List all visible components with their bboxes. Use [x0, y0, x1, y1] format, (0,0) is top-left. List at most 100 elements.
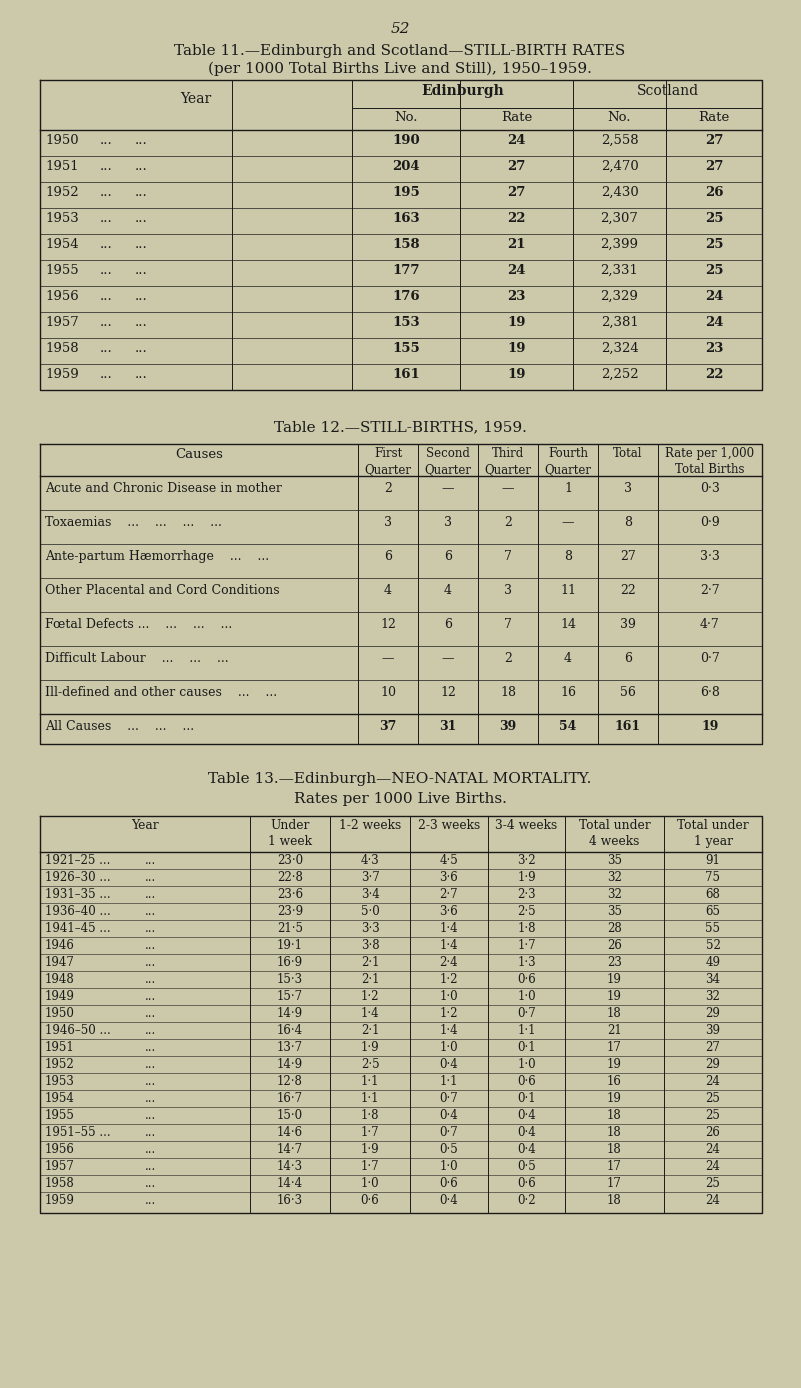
Text: 21: 21	[507, 237, 525, 251]
Text: 2·4: 2·4	[440, 956, 458, 969]
Text: 19: 19	[607, 1092, 622, 1105]
Text: 1·9: 1·9	[360, 1041, 380, 1053]
Text: 23·9: 23·9	[277, 905, 303, 917]
Text: —: —	[562, 516, 574, 529]
Text: 0·6: 0·6	[517, 1177, 536, 1190]
Text: 91: 91	[706, 854, 720, 868]
Text: 25: 25	[705, 212, 723, 225]
Text: 1949: 1949	[45, 990, 74, 1004]
Text: 1936–40 ...: 1936–40 ...	[45, 905, 111, 917]
Text: 153: 153	[392, 316, 420, 329]
Text: 12: 12	[380, 618, 396, 632]
Text: ...: ...	[100, 212, 113, 225]
Text: 1·7: 1·7	[360, 1126, 380, 1140]
Text: 54: 54	[559, 720, 577, 733]
Text: ...: ...	[145, 1058, 156, 1072]
Text: 0·1: 0·1	[517, 1041, 536, 1053]
Text: 8: 8	[624, 516, 632, 529]
Text: 18: 18	[500, 686, 516, 700]
Text: 27: 27	[507, 160, 525, 174]
Text: —: —	[501, 482, 514, 496]
Text: 24: 24	[507, 264, 525, 278]
Text: 19: 19	[702, 720, 718, 733]
Text: 14·9: 14·9	[277, 1008, 303, 1020]
Text: 23: 23	[607, 956, 622, 969]
Text: 1·9: 1·9	[360, 1142, 380, 1156]
Text: 24: 24	[706, 1074, 720, 1088]
Text: 1931–35 ...: 1931–35 ...	[45, 888, 111, 901]
Text: 15·3: 15·3	[277, 973, 303, 985]
Text: 27: 27	[507, 186, 525, 198]
Text: Ill-defined and other causes    ...    ...: Ill-defined and other causes ... ...	[45, 686, 277, 700]
Text: ...: ...	[145, 888, 156, 901]
Text: 0·5: 0·5	[440, 1142, 458, 1156]
Text: ...: ...	[100, 186, 113, 198]
Text: 3·2: 3·2	[517, 854, 536, 868]
Text: ...: ...	[145, 1074, 156, 1088]
Text: Rates per 1000 Live Births.: Rates per 1000 Live Births.	[293, 793, 506, 806]
Text: 2: 2	[504, 516, 512, 529]
Text: 2·3: 2·3	[517, 888, 536, 901]
Text: 4: 4	[564, 652, 572, 665]
Text: 18: 18	[607, 1194, 622, 1208]
Text: 3·6: 3·6	[440, 872, 458, 884]
Text: Fourth
Quarter: Fourth Quarter	[545, 447, 591, 476]
Text: 27: 27	[705, 135, 723, 147]
Text: 23·6: 23·6	[277, 888, 303, 901]
Text: 2·5: 2·5	[517, 905, 536, 917]
Text: ...: ...	[145, 1109, 156, 1122]
Text: 24: 24	[706, 1142, 720, 1156]
Text: 24: 24	[706, 1160, 720, 1173]
Text: 3: 3	[624, 482, 632, 496]
Text: 24: 24	[705, 290, 723, 303]
Text: 49: 49	[706, 956, 721, 969]
Text: 35: 35	[607, 905, 622, 917]
Text: 1: 1	[564, 482, 572, 496]
Text: 1·2: 1·2	[360, 990, 379, 1004]
Text: ...: ...	[145, 872, 156, 884]
Text: 19: 19	[507, 341, 525, 355]
Text: 1948: 1948	[45, 973, 74, 985]
Text: 3: 3	[384, 516, 392, 529]
Text: ...: ...	[145, 1092, 156, 1105]
Text: 17: 17	[607, 1160, 622, 1173]
Text: 1921–25 ...: 1921–25 ...	[45, 854, 111, 868]
Text: 2,399: 2,399	[601, 237, 638, 251]
Text: 2·7: 2·7	[440, 888, 458, 901]
Text: 65: 65	[706, 905, 721, 917]
Text: 0·7: 0·7	[700, 652, 720, 665]
Text: 29: 29	[706, 1008, 720, 1020]
Text: 14: 14	[560, 618, 576, 632]
Text: 1·9: 1·9	[517, 872, 536, 884]
Text: 24: 24	[507, 135, 525, 147]
Text: ...: ...	[145, 905, 156, 917]
Text: Second
Quarter: Second Quarter	[425, 447, 472, 476]
Text: 1952: 1952	[45, 1058, 74, 1072]
Text: 0·4: 0·4	[440, 1058, 458, 1072]
Text: 1956: 1956	[45, 290, 78, 303]
Text: 6·8: 6·8	[700, 686, 720, 700]
Text: 1·2: 1·2	[440, 1008, 458, 1020]
Text: 7: 7	[504, 550, 512, 564]
Text: 26: 26	[705, 186, 723, 198]
Text: 23: 23	[507, 290, 525, 303]
Text: 1·7: 1·7	[360, 1160, 380, 1173]
Text: 190: 190	[392, 135, 420, 147]
Text: 0·6: 0·6	[440, 1177, 458, 1190]
Text: 6: 6	[444, 618, 452, 632]
Text: 1951–55 ...: 1951–55 ...	[45, 1126, 111, 1140]
Text: 1953: 1953	[45, 212, 78, 225]
Text: ...: ...	[145, 1142, 156, 1156]
Text: ...: ...	[135, 368, 147, 380]
Text: 4: 4	[384, 584, 392, 597]
Text: 1·8: 1·8	[517, 922, 536, 936]
Text: 2·1: 2·1	[360, 1024, 379, 1037]
Text: Toxaemias    ...    ...    ...    ...: Toxaemias ... ... ... ...	[45, 516, 222, 529]
Text: 1959: 1959	[45, 1194, 74, 1208]
Text: 55: 55	[706, 922, 721, 936]
Text: (per 1000 Total Births Live and Still), 1950–1959.: (per 1000 Total Births Live and Still), …	[208, 62, 592, 76]
Text: 3·4: 3·4	[360, 888, 380, 901]
Text: 3·3: 3·3	[700, 550, 720, 564]
Text: 161: 161	[615, 720, 641, 733]
Text: ...: ...	[135, 212, 147, 225]
